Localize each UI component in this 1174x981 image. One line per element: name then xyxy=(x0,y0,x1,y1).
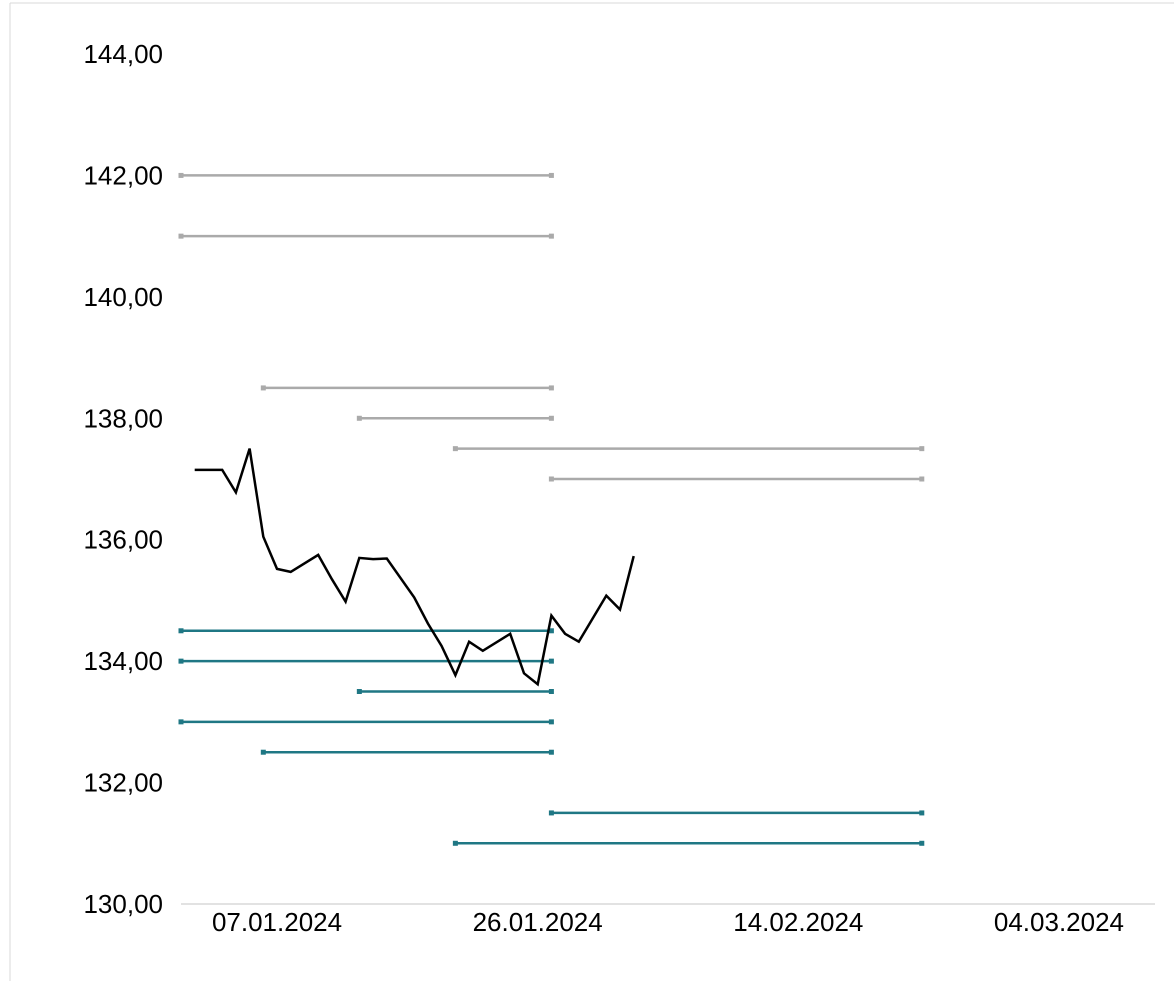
level-start-marker xyxy=(548,476,554,482)
level-start-marker xyxy=(452,840,458,846)
level-line-1-3 xyxy=(178,719,554,725)
level-line-0-2 xyxy=(260,385,554,391)
level-start-marker xyxy=(260,385,266,391)
level-line-1-1 xyxy=(178,658,554,664)
x-tick-label: 26.01.2024 xyxy=(473,907,603,937)
y-tick-label: 132,00 xyxy=(83,768,163,798)
level-line-1-0 xyxy=(178,628,554,634)
y-tick-label: 130,00 xyxy=(83,889,163,919)
level-lines-group xyxy=(178,172,925,846)
level-end-marker xyxy=(548,172,554,178)
x-tick-label: 14.02.2024 xyxy=(733,907,863,937)
level-start-marker xyxy=(178,628,184,634)
level-start-marker xyxy=(356,689,362,694)
level-end-marker xyxy=(548,749,554,755)
y-tick-label: 142,00 xyxy=(83,160,163,190)
level-start-marker xyxy=(452,446,458,452)
level-line-1-4 xyxy=(260,749,554,755)
y-tick-label: 144,00 xyxy=(83,39,163,69)
level-end-marker xyxy=(919,446,925,452)
level-start-marker xyxy=(178,172,184,178)
y-tick-label: 138,00 xyxy=(83,403,163,433)
level-end-marker xyxy=(548,689,554,694)
y-tick-label: 140,00 xyxy=(83,282,163,312)
level-line-1-6 xyxy=(452,840,925,846)
level-end-marker xyxy=(548,658,554,664)
y-tick-label: 134,00 xyxy=(83,646,163,676)
level-end-marker xyxy=(919,840,925,846)
level-end-marker xyxy=(548,233,554,239)
level-line-1-5 xyxy=(548,810,925,816)
level-start-marker xyxy=(178,719,184,725)
x-axis-ticks: 07.01.2024 26.01.2024 14.02.2024 04.03.2024 xyxy=(212,907,1124,937)
level-start-marker xyxy=(260,749,266,755)
level-start-marker xyxy=(178,658,184,664)
level-line-0-1 xyxy=(178,233,554,239)
level-end-marker xyxy=(919,476,925,482)
price-line xyxy=(194,448,635,687)
y-tick-label: 136,00 xyxy=(83,525,163,555)
level-end-marker xyxy=(548,385,554,391)
level-line-0-3 xyxy=(356,415,554,421)
level-start-marker xyxy=(356,415,362,421)
level-start-marker xyxy=(548,810,554,816)
level-end-marker xyxy=(919,810,925,816)
level-line-0-0 xyxy=(178,172,554,178)
level-end-marker xyxy=(548,628,554,634)
level-end-marker xyxy=(548,415,554,421)
y-axis-ticks: 130,00 132,00 134,00 136,00 138,00 140,00 142,… xyxy=(83,39,163,919)
x-tick-label: 04.03.2024 xyxy=(994,907,1124,937)
level-line-0-4 xyxy=(452,446,925,452)
price-series-group xyxy=(194,448,635,687)
level-line-1-2 xyxy=(356,689,554,694)
level-start-marker xyxy=(178,233,184,239)
x-tick-label: 07.01.2024 xyxy=(212,907,342,937)
level-end-marker xyxy=(548,719,554,725)
level-line-0-5 xyxy=(548,476,925,482)
